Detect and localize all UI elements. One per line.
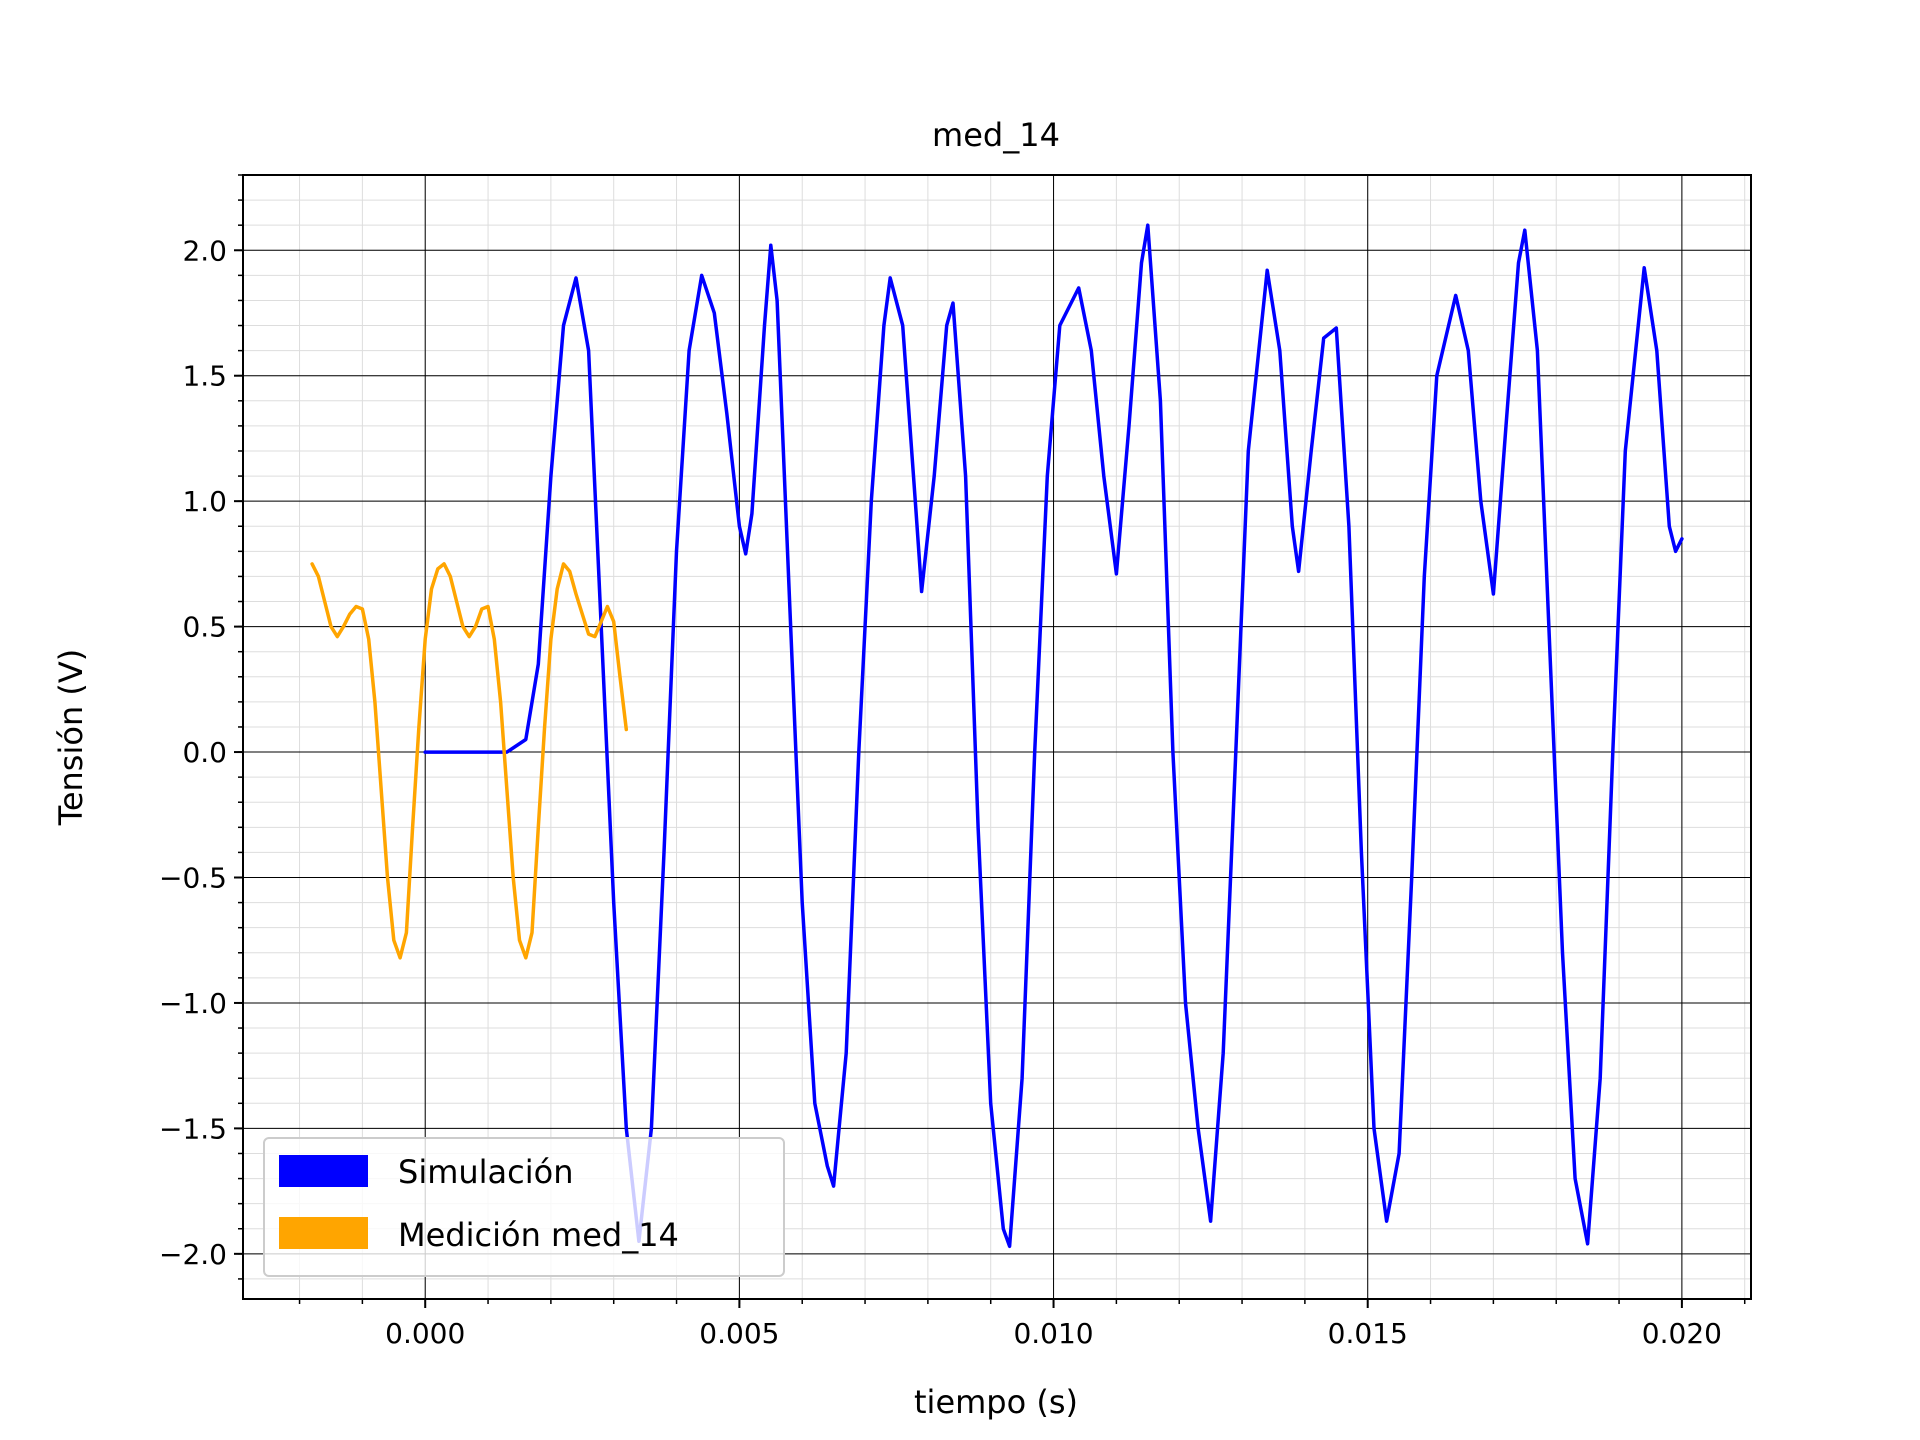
x-tick-label: 0.005 bbox=[699, 1317, 779, 1350]
y-tick-label: −0.5 bbox=[159, 862, 227, 895]
y-tick-label: −1.5 bbox=[159, 1112, 227, 1145]
x-tick-label: 0.020 bbox=[1642, 1317, 1722, 1350]
legend-label-medicion: Medición med_14 bbox=[398, 1216, 679, 1254]
y-tick-label: 0.5 bbox=[182, 611, 227, 644]
series-layer bbox=[310, 223, 1684, 1249]
y-tick-label: −1.0 bbox=[159, 987, 227, 1020]
y-tick-label: 1.5 bbox=[182, 360, 227, 393]
legend: Simulación Medición med_14 bbox=[263, 1137, 785, 1277]
plot-frame bbox=[242, 174, 1752, 1300]
y-tick-label: −2.0 bbox=[159, 1238, 227, 1271]
legend-frame bbox=[263, 1137, 785, 1277]
legend-swatch-medicion bbox=[279, 1217, 368, 1249]
y-tick-label: 2.0 bbox=[182, 234, 227, 267]
chart-title: med_14 bbox=[932, 116, 1060, 154]
x-axis-label: tiempo (s) bbox=[914, 1383, 1078, 1421]
legend-swatch-simulacion bbox=[279, 1155, 368, 1187]
y-tick-label: 1.0 bbox=[182, 485, 227, 518]
y-axis-label: Tensión (V) bbox=[52, 649, 90, 827]
y-tick-label: 0.0 bbox=[182, 736, 227, 769]
series-line-0 bbox=[423, 223, 1684, 1249]
legend-label-simulacion: Simulación bbox=[398, 1153, 574, 1191]
x-tick-label: 0.015 bbox=[1328, 1317, 1408, 1350]
x-tick-label: 0.000 bbox=[385, 1317, 465, 1350]
series-line-1 bbox=[310, 562, 629, 960]
x-tick-label: 0.010 bbox=[1013, 1317, 1093, 1350]
